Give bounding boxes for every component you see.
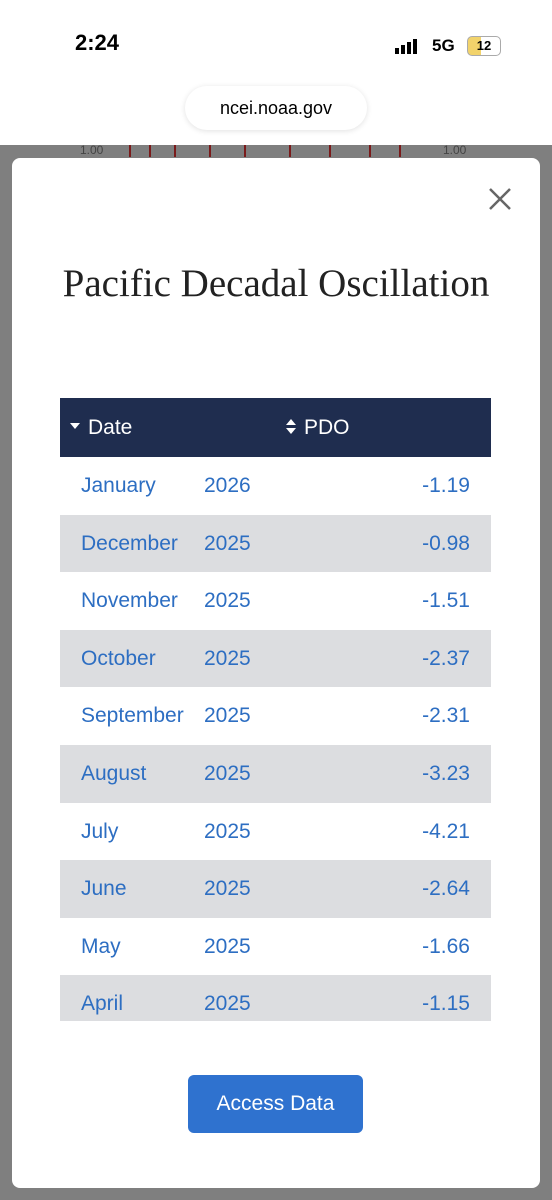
signal-icon [395, 39, 417, 54]
year-cell: 2025 [204, 646, 251, 670]
pdo-cell: -0.98 [422, 531, 470, 555]
battery: 12 [467, 36, 501, 56]
modal-title: Pacific Decadal Oscillation [62, 262, 490, 305]
year-cell: 2025 [204, 704, 251, 728]
month-cell: November [81, 589, 178, 613]
table-row: June 2025 -2.64 [60, 860, 491, 918]
month-cell: January [81, 474, 156, 497]
month-cell: October [81, 646, 156, 670]
month-cell: December [81, 531, 178, 555]
year-cell: 2025 [204, 589, 251, 613]
access-button[interactable]: Access Data [188, 1075, 363, 1133]
pdo-cell: -1.66 [422, 934, 470, 958]
url-bar[interactable]: ncei.noaa.gov [185, 86, 367, 130]
pdo-cell: -1.19 [422, 474, 470, 497]
year-cell: 2025 [204, 934, 251, 958]
table-row: January 2026 -1.19 [60, 457, 491, 515]
bg-tick: 1.00 [80, 143, 104, 157]
year-cell: 2025 [204, 819, 251, 843]
pdo-cell: -2.31 [422, 704, 470, 728]
year-cell: 2025 [204, 992, 251, 1016]
table-header: Date PDO [60, 398, 491, 457]
table-row: September 2025 -2.31 [60, 687, 491, 745]
month-cell: August [81, 762, 147, 785]
table-row: October 2025 -2.37 [60, 629, 491, 688]
year-cell: 2026 [204, 474, 251, 497]
pdo-cell: -2.64 [422, 877, 470, 901]
month-cell: June [81, 877, 127, 901]
close-button[interactable] [485, 184, 515, 214]
status-time: 2:24 [75, 30, 120, 55]
header-cell[interactable]: PDO [304, 416, 350, 439]
bg-chart [129, 145, 401, 157]
bg-tick: 1.00 [443, 143, 467, 157]
pdo-cell: -4.21 [422, 819, 470, 843]
pdo-cell: -3.23 [422, 762, 470, 785]
sort-icon [70, 423, 80, 429]
month-cell: September [81, 704, 184, 728]
month-cell: April [81, 992, 124, 1016]
year-cell: 2025 [204, 877, 251, 901]
header-cell[interactable]: Date [88, 416, 133, 439]
table-row: July 2025 -4.21 [60, 802, 491, 861]
pdo-cell: -1.51 [422, 589, 470, 613]
month-cell: July [81, 819, 119, 843]
pdo-cell: -2.37 [422, 646, 470, 670]
table-row: August 2025 -3.23 [60, 745, 491, 803]
month-cell: May [81, 934, 121, 958]
table-body: January 2026 -1.19 December 2025 -0.98 Novembe… [60, 457, 491, 1021]
year-cell: 2025 [204, 762, 251, 785]
table-row: December 2025 -0.98 [60, 514, 491, 573]
sort-icon [286, 419, 296, 434]
network: 5G [432, 36, 455, 55]
year-cell: 2025 [204, 531, 251, 555]
pdo-cell: -1.15 [422, 992, 470, 1016]
table-row: May 2025 -1.66 [60, 917, 491, 976]
table-row: November 2025 -1.51 [60, 572, 491, 630]
table-row: April 2025 -1.15 [60, 975, 491, 1021]
